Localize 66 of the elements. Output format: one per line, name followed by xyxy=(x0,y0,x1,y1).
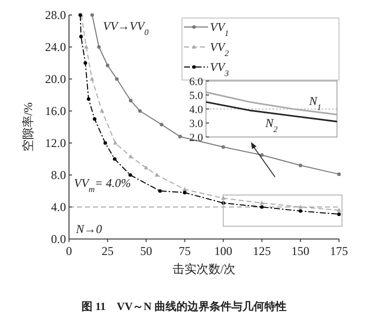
x-tick-label: 50 xyxy=(140,244,152,258)
point xyxy=(337,212,341,216)
y-tick-label: 5.0 xyxy=(189,90,204,102)
point xyxy=(160,122,164,126)
point xyxy=(106,64,110,68)
ref-line-label: VV$_{m}$= 4.0% xyxy=(74,176,131,194)
line-series xyxy=(205,91,338,116)
point xyxy=(337,172,341,176)
x-tick-label: 100 xyxy=(214,244,232,258)
point xyxy=(90,76,94,81)
y-tick-label: 3.0 xyxy=(189,118,204,130)
y-tick-label: 16.0 xyxy=(45,104,66,118)
point xyxy=(112,157,116,161)
point xyxy=(113,140,118,145)
point xyxy=(260,153,264,157)
point xyxy=(298,209,302,213)
point xyxy=(92,117,96,121)
point xyxy=(144,165,148,170)
y-tick-label: 0.0 xyxy=(51,232,66,246)
point xyxy=(115,77,119,81)
legend-label: VV$_{3}$ xyxy=(210,60,229,78)
y-tick-label: 6.0 xyxy=(189,76,204,88)
point xyxy=(84,61,88,65)
y-tick-label: 24.0 xyxy=(45,40,66,54)
point xyxy=(128,98,133,102)
point xyxy=(178,134,182,138)
point xyxy=(84,44,88,49)
x-tick-label: 25 xyxy=(102,244,114,258)
legend-label: VV$_{2}$ xyxy=(210,40,229,58)
x-axis-title: 击实次数/次 xyxy=(172,262,236,276)
point xyxy=(79,34,83,38)
point xyxy=(100,108,104,113)
x-tick-label: 150 xyxy=(291,244,310,258)
point xyxy=(138,109,142,113)
x-tick-label: 175 xyxy=(330,244,348,258)
annotation: VV→VV$_{0}$ xyxy=(103,19,150,36)
y-tick-label: 4.0 xyxy=(51,200,66,214)
point xyxy=(221,145,226,149)
point xyxy=(97,45,101,49)
y-axis-title: 空隙率/% xyxy=(21,102,35,152)
point xyxy=(298,204,303,209)
point xyxy=(90,13,94,17)
y-tick-label: 4.0 xyxy=(189,104,204,116)
point xyxy=(336,208,342,212)
series-label: N$_{1}$ xyxy=(308,94,322,112)
point xyxy=(86,97,90,101)
y-tick-label: 28.0 xyxy=(45,8,66,22)
point xyxy=(103,141,108,145)
series-label: N$_{2}$ xyxy=(264,116,278,134)
point xyxy=(182,190,187,194)
point xyxy=(154,172,160,177)
point xyxy=(260,205,264,209)
y-tick-label: 8.0 xyxy=(51,168,66,182)
point xyxy=(298,164,302,168)
y-tick-label: 12.0 xyxy=(45,136,66,150)
text: 图 11 VV～N 曲线的边界条件与几何特性 xyxy=(82,300,286,313)
x-tick-label: 125 xyxy=(252,244,271,258)
x-tick-label: 75 xyxy=(178,244,191,258)
annotation: N→0 xyxy=(75,222,102,236)
y-tick-label: 20.0 xyxy=(45,72,66,86)
point xyxy=(260,200,264,205)
point xyxy=(158,189,162,193)
legend-label: VV$_{1}$ xyxy=(210,20,229,38)
x-tick-label: 0 xyxy=(66,244,72,258)
point xyxy=(128,173,132,177)
point xyxy=(182,187,187,191)
